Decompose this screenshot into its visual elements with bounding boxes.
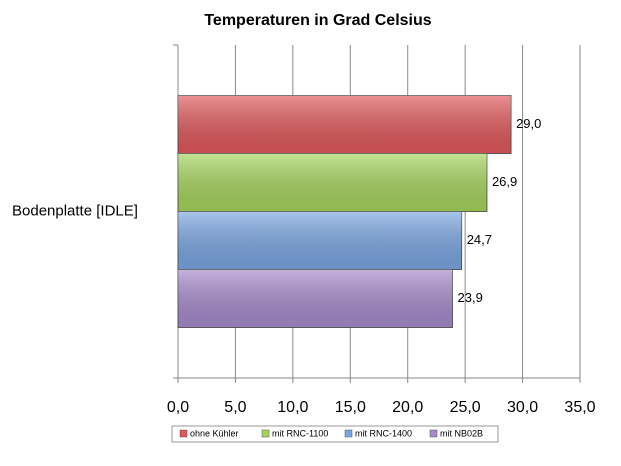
x-tick-label: 5,0 [224,399,246,416]
value-label: 29,0 [516,116,541,131]
legend-swatch [429,429,438,438]
x-tick-label: 10,0 [277,399,308,416]
legend-swatch [261,429,270,438]
y-tick-label: Bodenplatte [IDLE] [12,202,138,219]
x-tick-label: 15,0 [335,399,366,416]
legend-swatch [344,429,353,438]
x-tick-label: 35,0 [564,399,595,416]
chart-title: Temperaturen in Grad Celsius [204,12,431,29]
bar-shine [178,153,487,212]
legend-label: ohne Kühler [190,428,239,438]
legend-label: mit RNC-1100 [272,428,328,438]
legend-label: mit RNC-1400 [355,428,412,438]
legend-box [171,425,499,443]
x-tick-label: 20,0 [392,399,423,416]
x-tick-label: 30,0 [507,399,538,416]
x-tick-label: 25,0 [450,399,481,416]
legend-swatch [179,429,188,438]
bar-shine [178,211,462,270]
value-label: 23,9 [458,290,483,305]
bar-shine [178,95,512,154]
value-label: 24,7 [467,232,492,247]
legend-label: mit NB02B [440,428,483,438]
bar-shine [178,269,453,328]
value-label: 26,9 [492,174,517,189]
x-tick-label: 0,0 [167,399,189,416]
